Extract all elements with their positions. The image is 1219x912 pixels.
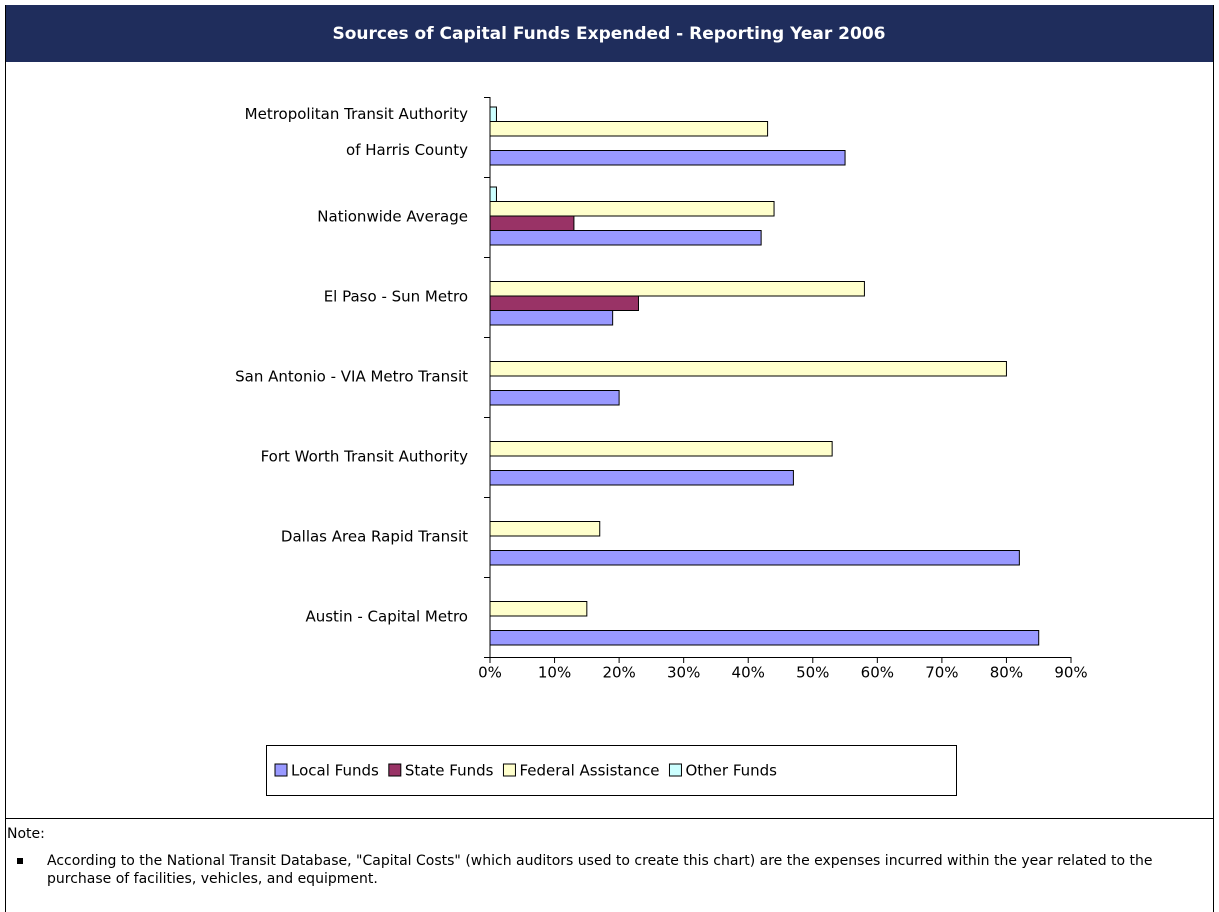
x-tick-label: 0% — [478, 664, 502, 682]
x-tick-label: 90% — [1054, 664, 1087, 682]
bar — [489, 281, 865, 297]
bar — [489, 441, 833, 457]
x-tick-label: 50% — [796, 664, 829, 682]
x-tick-label: 70% — [925, 664, 958, 682]
x-tick-label: 20% — [602, 664, 635, 682]
legend-label: Other Funds — [685, 762, 777, 780]
y-tick-label: Fort Worth Transit Authority — [261, 448, 469, 466]
bar — [489, 310, 614, 326]
legend-box — [266, 745, 957, 796]
legend-label: Local Funds — [291, 762, 379, 780]
legend-label: State Funds — [405, 762, 494, 780]
bar — [489, 521, 601, 537]
y-tick-label: Nationwide Average — [317, 208, 468, 226]
y-tick-label: San Antonio - VIA Metro Transit — [235, 368, 468, 386]
legend-label: Federal Assistance — [519, 762, 659, 780]
x-tick-label: 60% — [861, 664, 894, 682]
y-tick-label: Dallas Area Rapid Transit — [281, 528, 468, 546]
bar — [489, 390, 620, 406]
x-tick-label: 30% — [667, 664, 700, 682]
y-tick-label: El Paso - Sun Metro — [324, 288, 468, 306]
bar — [489, 106, 497, 122]
bar — [489, 186, 497, 202]
bar — [489, 201, 775, 217]
x-tick-label: 10% — [538, 664, 571, 682]
bar — [489, 470, 794, 486]
y-tick-label: Metropolitan Transit Authority of Harris … — [245, 105, 468, 159]
chart-title: Sources of Capital Funds Expended - Repo… — [332, 24, 885, 44]
bar — [489, 295, 639, 311]
legend-swatch — [274, 763, 288, 777]
note: Note: According to the National Transit … — [7, 826, 1197, 888]
bar — [489, 215, 575, 231]
bar — [489, 630, 1040, 646]
legend-swatch — [668, 763, 682, 777]
note-item: According to the National Transit Databa… — [7, 852, 1167, 888]
note-label: Note: — [7, 826, 45, 842]
bar — [489, 550, 1020, 566]
legend-swatch — [502, 763, 516, 777]
x-tick-label: 80% — [990, 664, 1023, 682]
bar — [489, 121, 769, 137]
legend-swatch — [388, 763, 402, 777]
y-tick-label: Austin - Capital Metro — [305, 608, 468, 626]
bar — [489, 230, 762, 246]
header-bar — [5, 5, 1214, 62]
bar — [489, 150, 846, 166]
bar — [489, 601, 588, 617]
bar — [489, 361, 1007, 377]
x-tick-label: 40% — [732, 664, 765, 682]
